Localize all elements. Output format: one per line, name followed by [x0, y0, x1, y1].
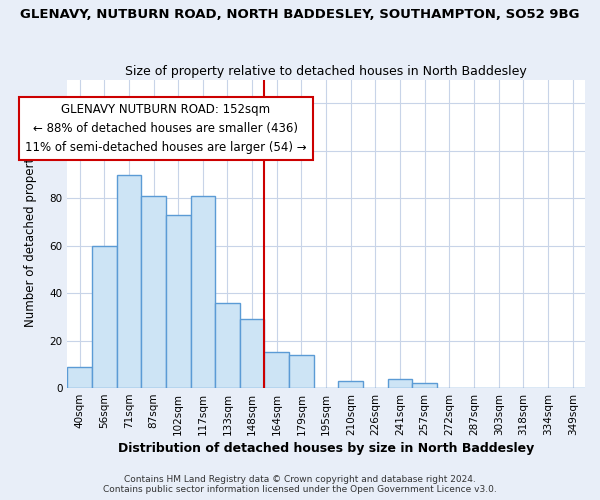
Bar: [388, 378, 412, 388]
Bar: [289, 355, 314, 388]
Bar: [141, 196, 166, 388]
Bar: [166, 215, 191, 388]
Text: GLENAVY NUTBURN ROAD: 152sqm
← 88% of detached houses are smaller (436)
11% of s: GLENAVY NUTBURN ROAD: 152sqm ← 88% of de…: [25, 104, 307, 154]
Title: Size of property relative to detached houses in North Baddesley: Size of property relative to detached ho…: [125, 66, 527, 78]
Bar: [215, 302, 240, 388]
Bar: [265, 352, 289, 388]
Bar: [92, 246, 116, 388]
Text: Contains public sector information licensed under the Open Government Licence v3: Contains public sector information licen…: [103, 486, 497, 494]
Text: GLENAVY, NUTBURN ROAD, NORTH BADDESLEY, SOUTHAMPTON, SO52 9BG: GLENAVY, NUTBURN ROAD, NORTH BADDESLEY, …: [20, 8, 580, 20]
Y-axis label: Number of detached properties: Number of detached properties: [24, 141, 37, 327]
Bar: [338, 381, 363, 388]
Bar: [67, 366, 92, 388]
Bar: [412, 384, 437, 388]
Bar: [116, 174, 141, 388]
Bar: [240, 320, 265, 388]
X-axis label: Distribution of detached houses by size in North Baddesley: Distribution of detached houses by size …: [118, 442, 534, 455]
Bar: [191, 196, 215, 388]
Text: Contains HM Land Registry data © Crown copyright and database right 2024.: Contains HM Land Registry data © Crown c…: [124, 476, 476, 484]
